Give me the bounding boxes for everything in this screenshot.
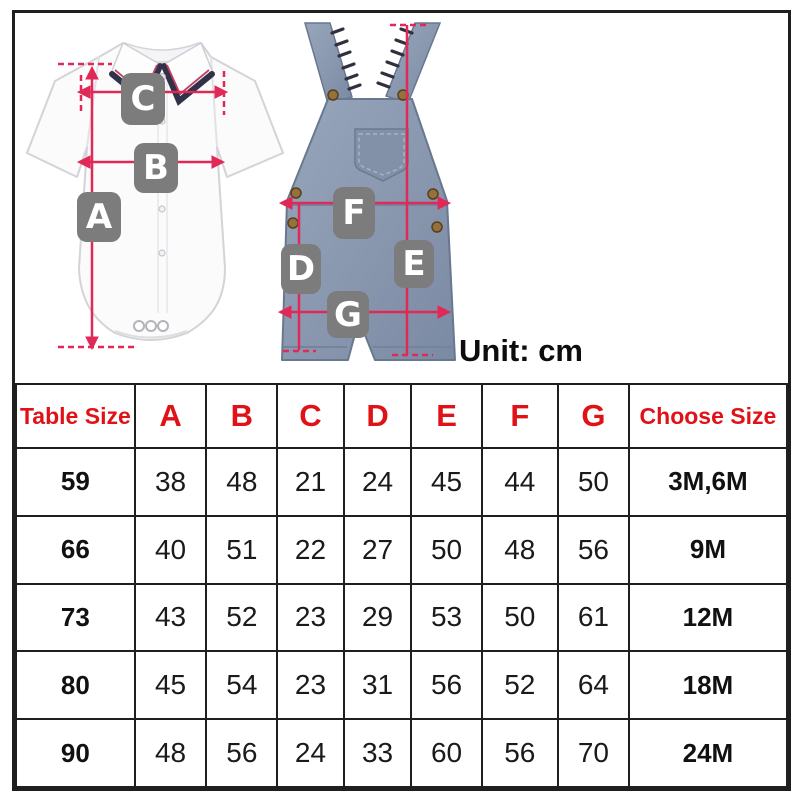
cell-d: 27 bbox=[342, 514, 413, 585]
cell-f: 44 bbox=[480, 447, 559, 517]
measure-label-d: D bbox=[281, 244, 321, 294]
cell-a: 43 bbox=[133, 582, 208, 653]
header-e: E bbox=[410, 383, 483, 449]
cell-e: 56 bbox=[410, 650, 483, 721]
cell-choose-size: 3M,6M bbox=[627, 447, 789, 517]
measure-label-a: A bbox=[77, 192, 121, 242]
table-row: 80 45 54 23 31 56 52 64 18M bbox=[15, 650, 789, 721]
cell-a: 40 bbox=[133, 514, 208, 585]
size-table-body: 59 38 48 21 24 45 44 50 3M,6M 66 40 51 2… bbox=[15, 447, 789, 788]
cell-d: 33 bbox=[342, 718, 413, 788]
cell-f: 56 bbox=[480, 718, 559, 788]
header-a: A bbox=[133, 383, 208, 449]
cell-b: 52 bbox=[205, 582, 279, 653]
cell-a: 48 bbox=[133, 718, 208, 788]
header-f: F bbox=[480, 383, 559, 449]
cell-g: 50 bbox=[556, 447, 630, 517]
size-chart-frame: C B A F E D G Unit: cm Table Size A B C … bbox=[12, 10, 791, 791]
cell-c: 23 bbox=[276, 650, 345, 721]
table-header-row: Table Size A B C D E F G Choose Size bbox=[15, 383, 789, 449]
cell-g: 64 bbox=[556, 650, 630, 721]
cell-f: 52 bbox=[480, 650, 559, 721]
cell-d: 29 bbox=[342, 582, 413, 653]
cell-choose-size: 18M bbox=[627, 650, 789, 721]
cell-d: 24 bbox=[342, 447, 413, 517]
unit-label: Unit: cm bbox=[459, 333, 583, 368]
cell-c: 23 bbox=[276, 582, 345, 653]
cell-a: 45 bbox=[133, 650, 208, 721]
cell-e: 60 bbox=[410, 718, 483, 788]
table-row: 59 38 48 21 24 45 44 50 3M,6M bbox=[15, 447, 789, 517]
cell-table-size: 59 bbox=[15, 447, 136, 517]
table-row: 90 48 56 24 33 60 56 70 24M bbox=[15, 718, 789, 788]
measure-label-f: F bbox=[333, 187, 375, 239]
header-d: D bbox=[342, 383, 413, 449]
cell-choose-size: 24M bbox=[627, 718, 789, 788]
cell-e: 50 bbox=[410, 514, 483, 585]
cell-f: 48 bbox=[480, 514, 559, 585]
cell-table-size: 66 bbox=[15, 514, 136, 585]
cell-choose-size: 12M bbox=[627, 582, 789, 653]
header-b: B bbox=[205, 383, 279, 449]
measure-label-g: G bbox=[327, 291, 369, 338]
snap-buttons bbox=[133, 320, 169, 332]
cell-g: 56 bbox=[556, 514, 630, 585]
cell-choose-size: 9M bbox=[627, 514, 789, 585]
cell-table-size: 90 bbox=[15, 718, 136, 788]
garment-diagram: C B A F E D G Unit: cm bbox=[15, 13, 788, 383]
cell-b: 54 bbox=[205, 650, 279, 721]
cell-table-size: 80 bbox=[15, 650, 136, 721]
measure-label-e: E bbox=[394, 240, 434, 288]
cell-c: 24 bbox=[276, 718, 345, 788]
cell-b: 51 bbox=[205, 514, 279, 585]
cell-c: 22 bbox=[276, 514, 345, 585]
table-row: 66 40 51 22 27 50 48 56 9M bbox=[15, 514, 789, 585]
cell-b: 56 bbox=[205, 718, 279, 788]
cell-e: 45 bbox=[410, 447, 483, 517]
measure-label-c: C bbox=[121, 73, 165, 125]
header-c: C bbox=[276, 383, 345, 449]
header-table-size: Table Size bbox=[15, 383, 136, 449]
table-row: 73 43 52 23 29 53 50 61 12M bbox=[15, 582, 789, 653]
cell-b: 48 bbox=[205, 447, 279, 517]
cell-c: 21 bbox=[276, 447, 345, 517]
cell-f: 50 bbox=[480, 582, 559, 653]
header-g: G bbox=[556, 383, 630, 449]
size-table: Table Size A B C D E F G Choose Size 59 … bbox=[15, 383, 789, 788]
cell-a: 38 bbox=[133, 447, 208, 517]
measure-label-b: B bbox=[134, 143, 178, 193]
cell-g: 61 bbox=[556, 582, 630, 653]
cell-e: 53 bbox=[410, 582, 483, 653]
header-choose-size: Choose Size bbox=[627, 383, 789, 449]
garment-illustrations bbox=[26, 22, 456, 361]
cell-table-size: 73 bbox=[15, 582, 136, 653]
cell-g: 70 bbox=[556, 718, 630, 788]
cell-d: 31 bbox=[342, 650, 413, 721]
